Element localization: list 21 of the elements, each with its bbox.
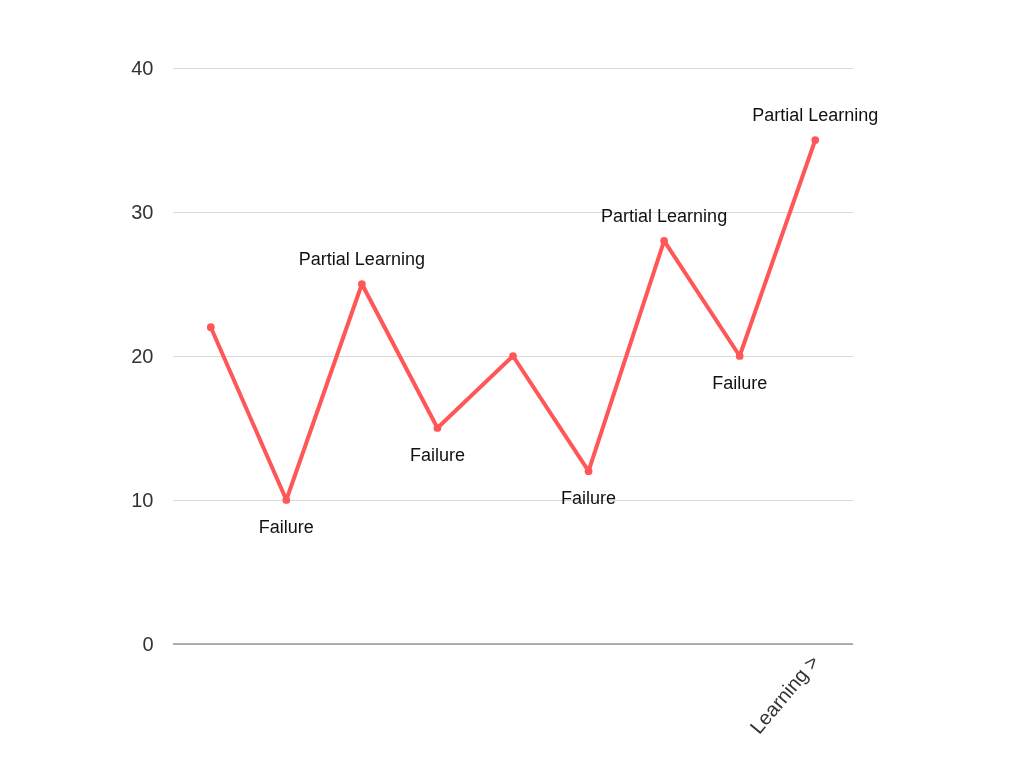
y-tick-label: 30 [131, 200, 154, 223]
data-label: Failure [712, 373, 768, 393]
y-tick-label: 20 [131, 344, 154, 367]
y-tick-label: 0 [142, 632, 154, 655]
data-label: Partial Learning [298, 249, 425, 269]
data-label: Failure [258, 517, 314, 537]
point [433, 424, 442, 432]
data-label: Partial Learning [601, 205, 728, 226]
point [282, 496, 291, 504]
data-label: Partial Learning [752, 105, 879, 125]
data-label: Failure [561, 488, 617, 509]
point [358, 280, 366, 288]
y-tick-label: 10 [131, 488, 154, 511]
data-label: Failure [409, 445, 465, 465]
y-tick-label: 40 [131, 56, 154, 79]
point [206, 323, 215, 332]
point [735, 352, 744, 360]
point [811, 136, 820, 144]
point [584, 467, 593, 476]
point [509, 352, 517, 360]
point [660, 236, 668, 245]
